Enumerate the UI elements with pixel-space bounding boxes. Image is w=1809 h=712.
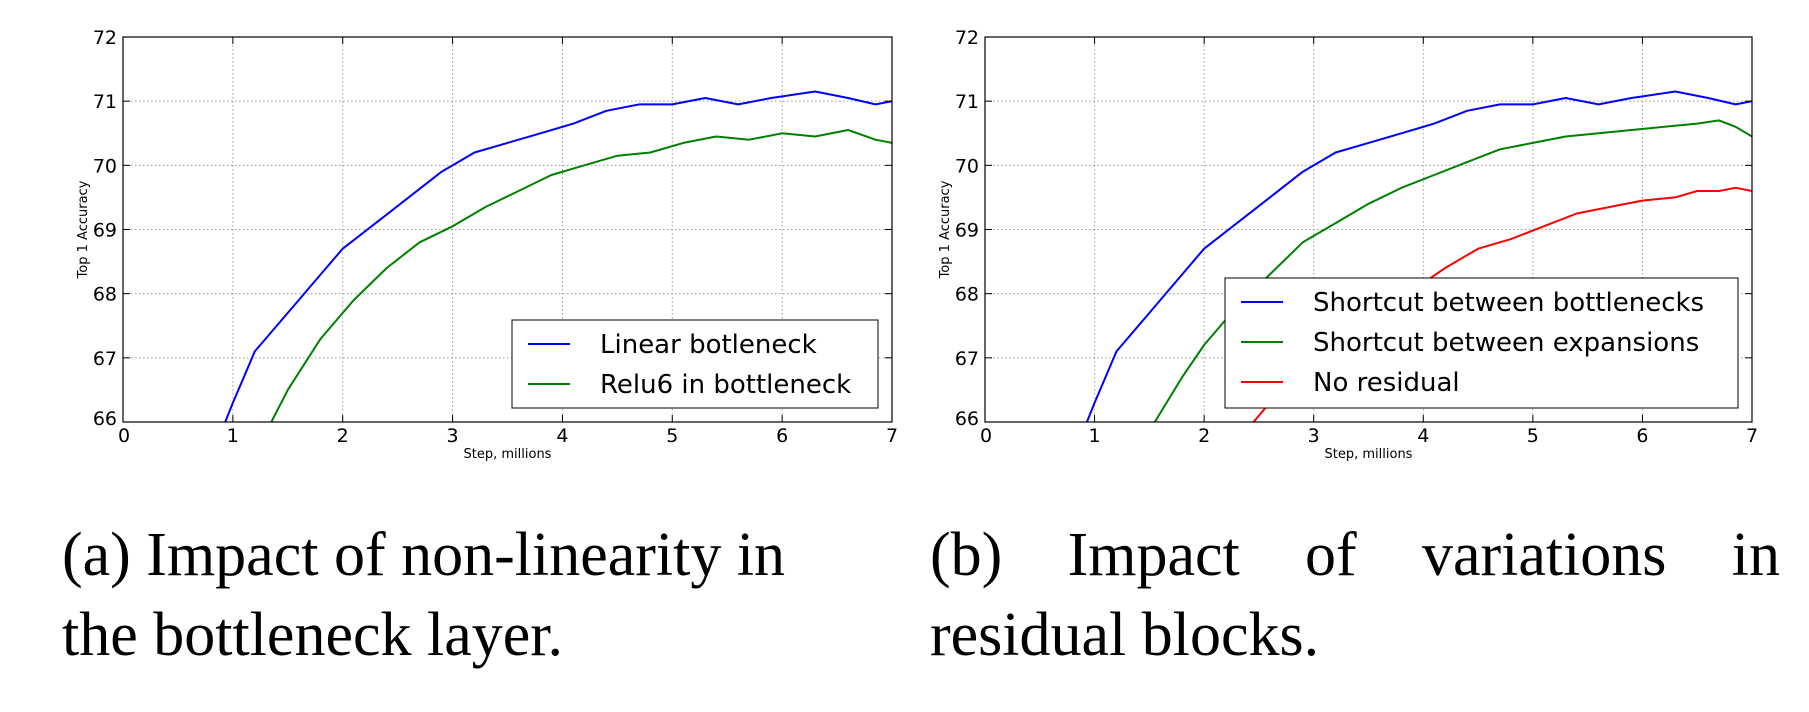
x-axis-label: Step, millions: [1325, 447, 1413, 462]
x-tick-label: 3: [1308, 425, 1320, 447]
y-tick-label: 71: [955, 91, 979, 113]
x-tick-label: 4: [1417, 425, 1429, 447]
y-tick-label: 66: [93, 408, 117, 430]
x-tick-label: 2: [1198, 425, 1210, 447]
x-axis-label: Step, millions: [464, 447, 552, 462]
x-tick-label: 4: [556, 425, 568, 447]
legend-box: [511, 319, 879, 409]
x-tick-label: 1: [1089, 425, 1101, 447]
caption-a-line2: the bottleneck layer.: [62, 601, 563, 669]
x-tick-label: 6: [776, 425, 788, 447]
caption-b-word: (b): [930, 521, 1003, 589]
y-tick-label: 68: [93, 284, 117, 306]
x-tick-label: 7: [1746, 425, 1758, 447]
y-tick-label: 67: [93, 348, 117, 370]
y-tick-label: 71: [93, 91, 117, 113]
caption-b-word: in: [1731, 521, 1780, 589]
y-tick-label: 70: [955, 155, 979, 177]
legend-label: No residual: [1313, 368, 1460, 398]
y-axis-label: Top 1 Accuracy: [938, 180, 953, 279]
x-tick-label: 1: [227, 425, 239, 447]
x-tick-label: 2: [337, 425, 349, 447]
caption-b-word: Impact: [1067, 521, 1240, 589]
y-tick-label: 68: [955, 284, 979, 306]
y-tick-label: 67: [955, 348, 979, 370]
series-line: [224, 90, 892, 422]
legend-label: Relu6 in bottleneck: [600, 370, 851, 400]
legend-label: Shortcut between bottlenecks: [1313, 288, 1704, 318]
x-tick-label: 7: [886, 425, 898, 447]
legend-label: Shortcut between expansions: [1313, 328, 1699, 358]
legend-box: [1224, 277, 1739, 409]
caption-b-word: variations: [1421, 521, 1667, 589]
caption-b-word: of: [1305, 521, 1357, 589]
x-tick-label: 5: [666, 425, 678, 447]
x-tick-label: 0: [980, 425, 992, 447]
legend: Shortcut between bottlenecks Shortcut bet…: [1224, 277, 1739, 409]
series-line: [1085, 90, 1752, 422]
y-tick-label: 69: [93, 220, 117, 242]
caption-b-line2: residual blocks.: [930, 601, 1320, 669]
caption-a-line1: (a) Impact of non-linearity in: [62, 521, 786, 589]
y-tick-label: 70: [93, 155, 117, 177]
x-tick-label: 0: [118, 425, 130, 447]
x-tick-label: 6: [1636, 425, 1648, 447]
y-axis-label: Top 1 Accuracy: [76, 180, 91, 279]
y-tick-label: 72: [93, 27, 117, 49]
x-tick-label: 5: [1527, 425, 1539, 447]
caption-b-line1: (b) Impact of variations in: [930, 515, 1780, 595]
legend-label: Linear botleneck: [600, 330, 817, 360]
y-tick-label: 66: [955, 408, 979, 430]
series-line: [270, 129, 892, 422]
y-tick-label: 72: [955, 27, 979, 49]
x-tick-label: 3: [447, 425, 459, 447]
caption-a: (a) Impact of non-linearity in the bottl…: [62, 515, 912, 675]
legend: Linear botleneck Relu6 in bottleneck: [511, 319, 879, 409]
caption-b: (b) Impact of variations in residual blo…: [930, 515, 1780, 675]
y-tick-label: 69: [955, 220, 979, 242]
